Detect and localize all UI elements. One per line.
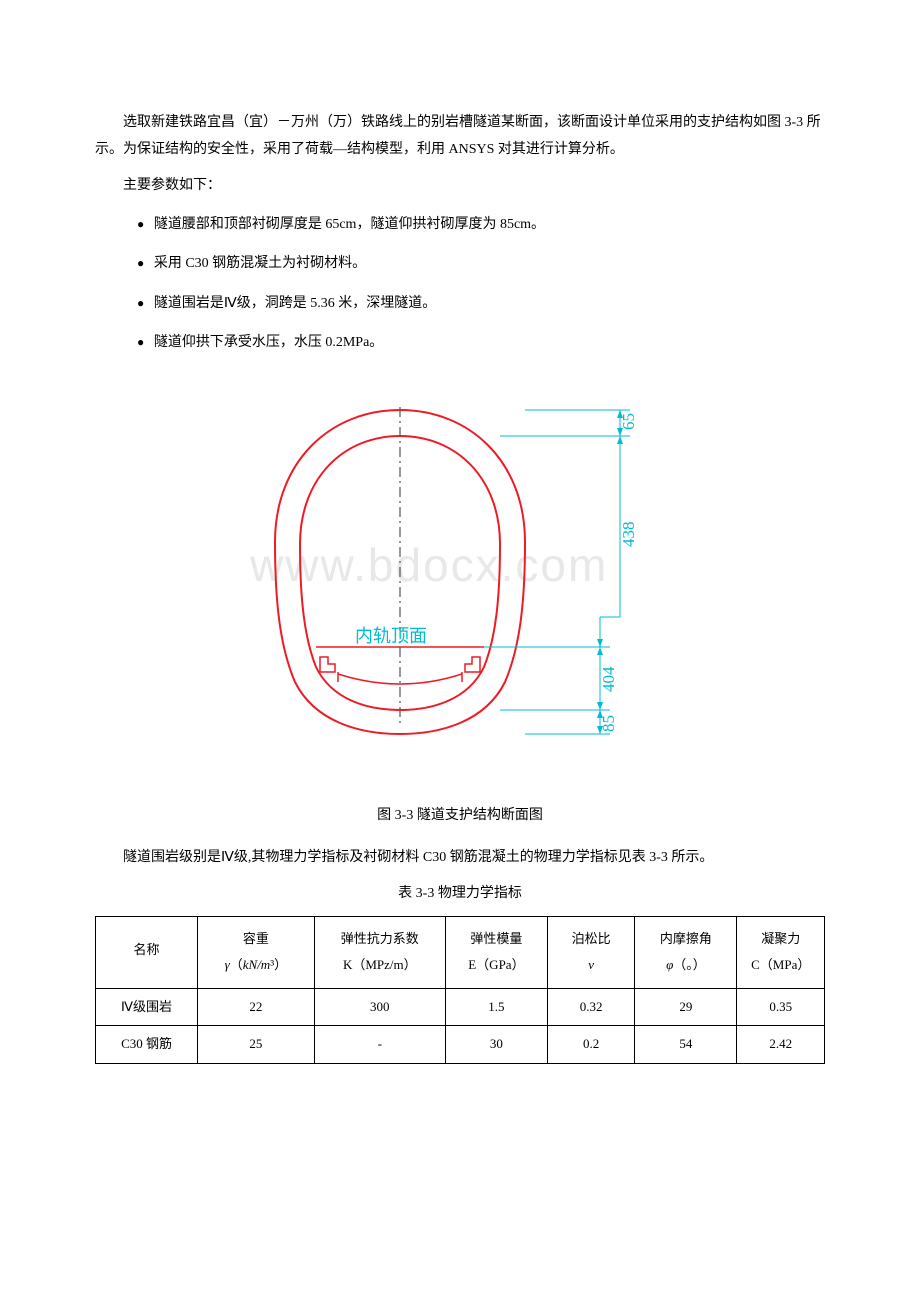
list-item: 隧道仰拱下承受水压，水压 0.2MPa。 <box>137 328 825 357</box>
table-caption: 表 3-3 物理力学指标 <box>95 881 825 908</box>
table-header-row: 名称 容重γ（kN/m³） 弹性抗力系数K（MPz/m） 弹性模量E（GPa） … <box>96 916 825 988</box>
table-row: C30 钢筋 25 - 30 0.2 54 2.42 <box>96 1026 825 1064</box>
cell: Ⅳ级围岩 <box>96 988 198 1026</box>
cell: 29 <box>635 988 737 1026</box>
cell: 0.35 <box>737 988 825 1026</box>
list-item: 隧道围岩是Ⅳ级，洞跨是 5.36 米，深埋隧道。 <box>137 289 825 318</box>
cell: 300 <box>314 988 445 1026</box>
cell: 54 <box>635 1026 737 1064</box>
cell: 25 <box>198 1026 315 1064</box>
cell: 0.32 <box>547 988 634 1026</box>
col-name: 名称 <box>96 916 198 988</box>
col-cohesion: 凝聚力C（MPa） <box>737 916 825 988</box>
cell: - <box>314 1026 445 1064</box>
figure-caption: 图 3-3 隧道支护结构断面图 <box>95 803 825 830</box>
col-elastic-resist: 弹性抗力系数K（MPz/m） <box>314 916 445 988</box>
col-poisson: 泊松比ν <box>547 916 634 988</box>
svg-text:65: 65 <box>619 413 638 430</box>
col-friction: 内摩擦角φ（。） <box>635 916 737 988</box>
cell: C30 钢筋 <box>96 1026 198 1064</box>
figure-container: www.bdocx.com 内轨顶面 <box>95 392 825 783</box>
svg-text:404: 404 <box>599 666 618 692</box>
properties-table: 名称 容重γ（kN/m³） 弹性抗力系数K（MPz/m） 弹性模量E（GPa） … <box>95 916 825 1064</box>
rock-grade-paragraph: 隧道围岩级别是Ⅳ级,其物理力学指标及衬砌材料 C30 钢筋混凝土的物理力学指标见… <box>95 845 825 872</box>
cell: 30 <box>445 1026 547 1064</box>
svg-text:85: 85 <box>599 715 618 732</box>
cell: 2.42 <box>737 1026 825 1064</box>
cell: 1.5 <box>445 988 547 1026</box>
rail-annotation: 内轨顶面 <box>355 626 427 646</box>
table-row: Ⅳ级围岩 22 300 1.5 0.32 29 0.35 <box>96 988 825 1026</box>
col-elastic-modulus: 弹性模量E（GPa） <box>445 916 547 988</box>
svg-text:438: 438 <box>619 522 638 548</box>
col-density: 容重γ（kN/m³） <box>198 916 315 988</box>
list-item: 隧道腰部和顶部衬砌厚度是 65cm，隧道仰拱衬砌厚度为 85cm。 <box>137 210 825 239</box>
cell: 0.2 <box>547 1026 634 1064</box>
params-heading: 主要参数如下： <box>95 173 825 200</box>
list-item: 采用 C30 钢筋混凝土为衬砌材料。 <box>137 249 825 278</box>
params-list: 隧道腰部和顶部衬砌厚度是 65cm，隧道仰拱衬砌厚度为 85cm。 采用 C30… <box>95 210 825 358</box>
cell: 22 <box>198 988 315 1026</box>
tunnel-diagram-icon: 内轨顶面 65 438 404 <box>220 392 700 772</box>
intro-paragraph: 选取新建铁路宜昌（宜）－万州（万）铁路线上的别岩槽隧道某断面，该断面设计单位采用… <box>95 110 825 163</box>
